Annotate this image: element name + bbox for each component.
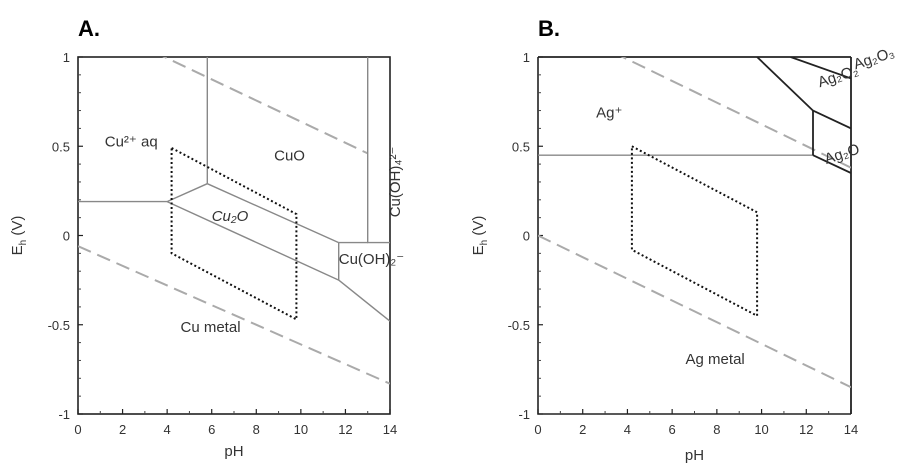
y-tick-label: -0.5 [508, 318, 530, 333]
y-tick-label: 1 [63, 50, 70, 65]
region-label: Ag⁺ [596, 105, 622, 122]
panel-letter: B. [538, 16, 560, 41]
x-axis-title: pH [224, 443, 243, 460]
stability-window [630, 144, 759, 318]
phase-boundary [790, 57, 851, 80]
y-tick-label: 0.5 [52, 139, 70, 154]
x-tick-label: 10 [754, 422, 768, 437]
phase-boundary [812, 154, 851, 174]
x-tick-label: 12 [338, 422, 352, 437]
region-label: Cu metal [181, 319, 241, 336]
region-label: Cu²⁺ aq [105, 133, 158, 150]
phase-boundary [756, 57, 814, 112]
y-tick-label: -1 [518, 407, 530, 422]
panel-letter: A. [78, 16, 100, 41]
phase-boundary [812, 109, 851, 130]
y-tick-label: 0 [523, 229, 530, 244]
phase-boundary [166, 183, 208, 203]
x-tick-label: 0 [74, 422, 81, 437]
x-tick-label: 0 [534, 422, 541, 437]
phase-boundary [338, 279, 390, 322]
x-tick-label: 2 [579, 422, 586, 437]
y-tick-label: -1 [58, 407, 70, 422]
region-label: CuO [274, 148, 305, 165]
x-tick-label: 6 [669, 422, 676, 437]
water-stability-line [538, 234, 851, 389]
y-tick-label: -0.5 [48, 318, 70, 333]
y-axis-title-unit: (V) [470, 216, 487, 240]
plot-frame [77, 56, 391, 415]
region-label: Ag₂O₃ [851, 44, 896, 73]
phase-boundary [166, 200, 339, 281]
x-tick-label: 14 [844, 422, 858, 437]
water-stability-line [620, 57, 851, 169]
plot-lines [78, 57, 390, 385]
x-tick-label: 14 [383, 422, 397, 437]
panel-a: A. 0 2 4 6 8 10 12 14 -1 -0.5 0 0.5 1 pH Eh (V) Cu²⁺ aq C… [9, 16, 404, 460]
y-axis-title-sub: h [18, 240, 29, 246]
region-label: Ag metal [686, 351, 745, 368]
y-axis-title-main: E [9, 245, 26, 255]
phase-boundary [367, 57, 390, 244]
x-tick-label: 4 [164, 422, 171, 437]
stability-window [170, 146, 298, 322]
x-axis-title: pH [685, 447, 704, 464]
y-axis-title-unit: (V) [9, 216, 26, 240]
water-stability-line [162, 57, 369, 155]
plot-lines [538, 57, 851, 389]
y-axis-title-sub: h [479, 240, 490, 246]
region-label: Cu(OH)₄²⁻ [387, 147, 404, 218]
x-tick-label: 6 [208, 422, 215, 437]
x-tick-label: 10 [294, 422, 308, 437]
y-axis-title-main: E [470, 245, 487, 255]
y-tick-label: 0.5 [512, 139, 530, 154]
x-tick-label: 4 [624, 422, 631, 437]
y-axis-title: Eh (V) [9, 216, 29, 256]
y-tick-label: 0 [63, 229, 70, 244]
x-tick-label: 8 [713, 422, 720, 437]
water-stability-line [78, 245, 390, 385]
x-tick-label: 8 [253, 422, 260, 437]
y-axis-title: Eh (V) [470, 216, 490, 256]
y-tick-label: 1 [523, 50, 530, 65]
region-label: Cu(OH)₂⁻ [339, 251, 404, 268]
x-tick-label: 12 [799, 422, 813, 437]
x-tick-label: 2 [119, 422, 126, 437]
phase-boundary [207, 183, 339, 244]
region-label: Cu₂O [212, 208, 249, 225]
